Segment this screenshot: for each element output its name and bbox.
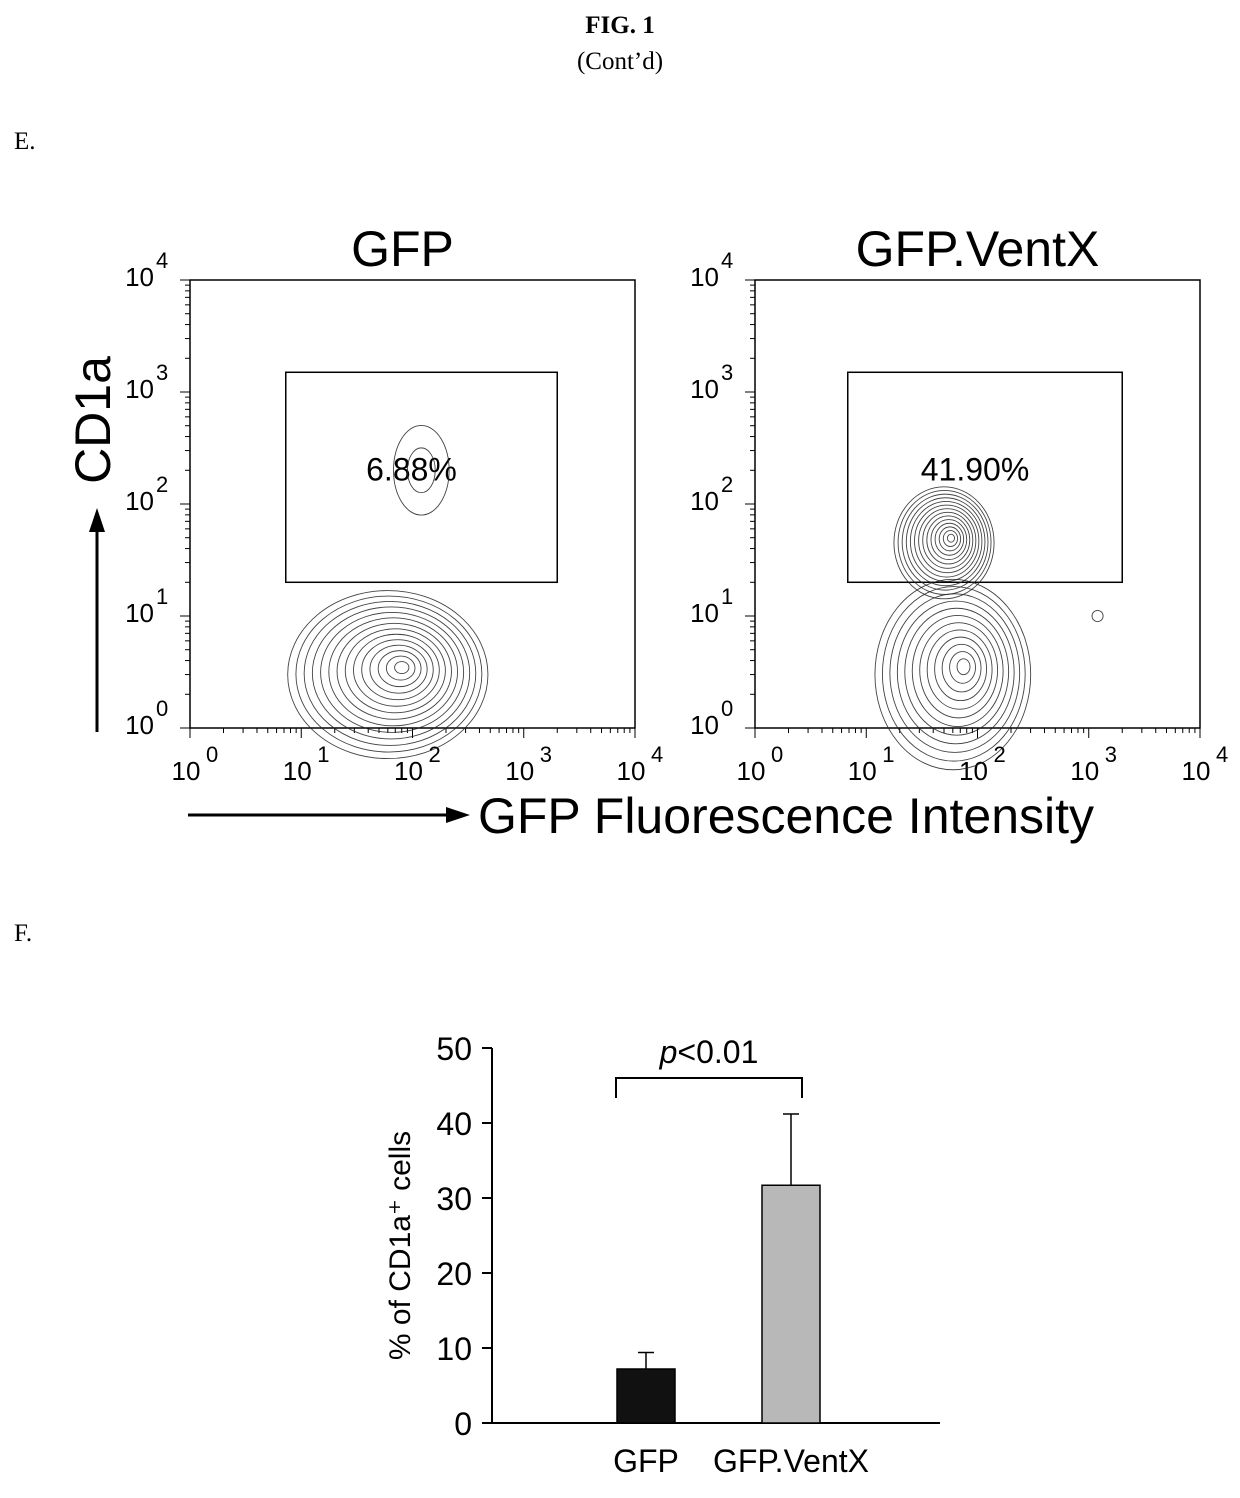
contour-line <box>395 662 409 674</box>
y-tick-exponent: 2 <box>721 472 733 497</box>
contour-line <box>957 659 970 675</box>
x-tick-label: 10 <box>283 756 312 786</box>
x-tick-label: 10 <box>737 756 766 786</box>
x-axis-arrow-head <box>446 807 470 823</box>
y-tick-label: 10 <box>690 598 719 628</box>
y-tick-label: 10 <box>125 598 154 628</box>
p-symbol: p <box>659 1034 678 1070</box>
bar-y-tick-label: 50 <box>436 1031 472 1067</box>
y-tick-label: 10 <box>690 486 719 516</box>
y-tick-label: 10 <box>125 262 154 292</box>
x-tick-label: 10 <box>172 756 201 786</box>
y-axis-label: CD1a <box>65 356 121 484</box>
x-axis-label: GFP Fluorescence Intensity <box>478 788 1094 844</box>
bar-y-tick-label: 20 <box>436 1256 472 1292</box>
panel-f-label: F. <box>14 920 32 948</box>
y-axis-arrow-head <box>89 508 105 532</box>
bar-category-label: GFP <box>613 1443 679 1479</box>
y-tick-label: 10 <box>690 262 719 292</box>
contour-line <box>386 656 415 680</box>
x-tick-label: 10 <box>1070 756 1099 786</box>
bar-y-tick-label: 0 <box>454 1406 472 1442</box>
contour-line <box>931 520 967 560</box>
bar-chart-axes: 0 10 20 30 40 50 % of CD1a⁺ cells <box>384 1031 940 1442</box>
x-tick-exponent: 4 <box>651 742 663 767</box>
x-axis-label-group: GFP Fluorescence Intensity <box>188 788 1094 844</box>
y-tick-exponent: 1 <box>721 584 733 609</box>
bar-y-tick-label: 30 <box>436 1181 472 1217</box>
x-tick-exponent: 3 <box>1105 742 1117 767</box>
significance-label: p<0.01 <box>659 1034 759 1070</box>
y-tick-exponent: 2 <box>156 472 168 497</box>
bar-y-tick-label: 40 <box>436 1106 472 1142</box>
y-tick-exponent: 1 <box>156 584 168 609</box>
gate-percent: 6.88% <box>366 451 457 487</box>
x-tick-exponent: 3 <box>540 742 552 767</box>
x-tick-label: 10 <box>617 756 646 786</box>
bar <box>617 1369 675 1423</box>
y-tick-exponent: 0 <box>156 696 168 721</box>
gate-percent: 41.90% <box>921 451 1030 487</box>
contour-line <box>947 534 954 542</box>
bar-y-tick-label: 10 <box>436 1331 472 1367</box>
y-tick-label: 10 <box>125 710 154 740</box>
x-tick-exponent: 4 <box>1216 742 1228 767</box>
contour-plot-gfp: 100101102103104100101102103104GFP6.88% <box>125 221 663 786</box>
y-tick-exponent: 0 <box>721 696 733 721</box>
plot-frame <box>755 280 1200 728</box>
y-tick-exponent: 3 <box>721 360 733 385</box>
contour-plot-gfp-ventx: 100101102103104100101102103104GFP.VentX4… <box>690 221 1228 786</box>
bar <box>762 1185 820 1423</box>
x-tick-label: 10 <box>394 756 423 786</box>
x-tick-exponent: 0 <box>206 742 218 767</box>
significance-bracket: p<0.01 <box>616 1034 802 1098</box>
contour-line <box>910 501 982 581</box>
contour-line <box>943 531 957 547</box>
bar-category-label: GFP.VentX <box>713 1443 869 1479</box>
y-axis-label-group: CD1a <box>65 356 121 732</box>
x-tick-label: 10 <box>505 756 534 786</box>
bar-chart-bars: GFP GFP.VentX <box>613 1114 869 1479</box>
y-tick-label: 10 <box>690 710 719 740</box>
contour-line <box>337 623 451 719</box>
p-value: <0.01 <box>677 1034 758 1070</box>
y-tick-exponent: 4 <box>156 248 168 273</box>
x-tick-label: 10 <box>848 756 877 786</box>
x-tick-exponent: 1 <box>317 742 329 767</box>
y-tick-exponent: 4 <box>721 248 733 273</box>
bar-y-axis-label: % of CD1a⁺ cells <box>384 1131 417 1360</box>
y-tick-label: 10 <box>125 374 154 404</box>
x-tick-exponent: 2 <box>429 742 441 767</box>
contour-line <box>905 608 1009 735</box>
y-tick-exponent: 3 <box>156 360 168 385</box>
y-tick-label: 10 <box>690 374 719 404</box>
contour-line <box>950 652 976 684</box>
plot-title: GFP <box>351 221 454 277</box>
contour-line <box>927 630 992 709</box>
x-tick-label: 10 <box>1182 756 1211 786</box>
contour-line <box>362 640 434 700</box>
flow-cytometry-panel: 100101102103104100101102103104GFP6.88% 1… <box>0 0 1240 900</box>
y-tick-label: 10 <box>125 486 154 516</box>
plot-title: GFP.VentX <box>856 221 1100 277</box>
x-tick-exponent: 0 <box>771 742 783 767</box>
contour-line <box>321 612 464 732</box>
contour-line <box>875 579 1031 769</box>
contour-line <box>1092 610 1103 621</box>
x-tick-exponent: 1 <box>882 742 894 767</box>
bracket-line <box>616 1078 802 1098</box>
